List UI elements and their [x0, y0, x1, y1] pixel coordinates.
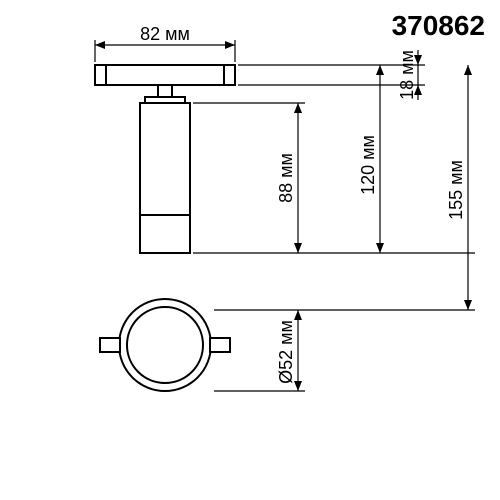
bottom-circle-outer	[119, 299, 211, 391]
dim-120-label: 120 мм	[358, 135, 378, 195]
dim-base-height-label: 18 мм	[397, 50, 417, 100]
side-tab-left	[100, 338, 120, 352]
product-code: 370862	[392, 10, 485, 41]
dim-width-top: 82 мм	[95, 24, 235, 62]
technical-drawing: 370862 82 мм 18 мм 88	[0, 0, 500, 500]
dim-cylinder-height-label: 88 мм	[276, 153, 296, 203]
cylinder-body	[140, 103, 190, 253]
dim-total-height-label: 155 мм	[446, 160, 466, 220]
dim-total-height: 155 мм	[214, 65, 475, 310]
dim-120: 120 мм	[358, 65, 384, 253]
connector	[158, 85, 172, 97]
base-plate	[95, 65, 235, 85]
side-tab-right	[210, 338, 230, 352]
dim-diameter-label: Ø52 мм	[276, 320, 296, 384]
dim-base-height: 18 мм	[238, 50, 425, 100]
dim-width-top-label: 82 мм	[140, 24, 190, 44]
dim-cylinder-height: 88 мм	[193, 103, 475, 253]
bottom-circle-inner	[127, 307, 203, 383]
